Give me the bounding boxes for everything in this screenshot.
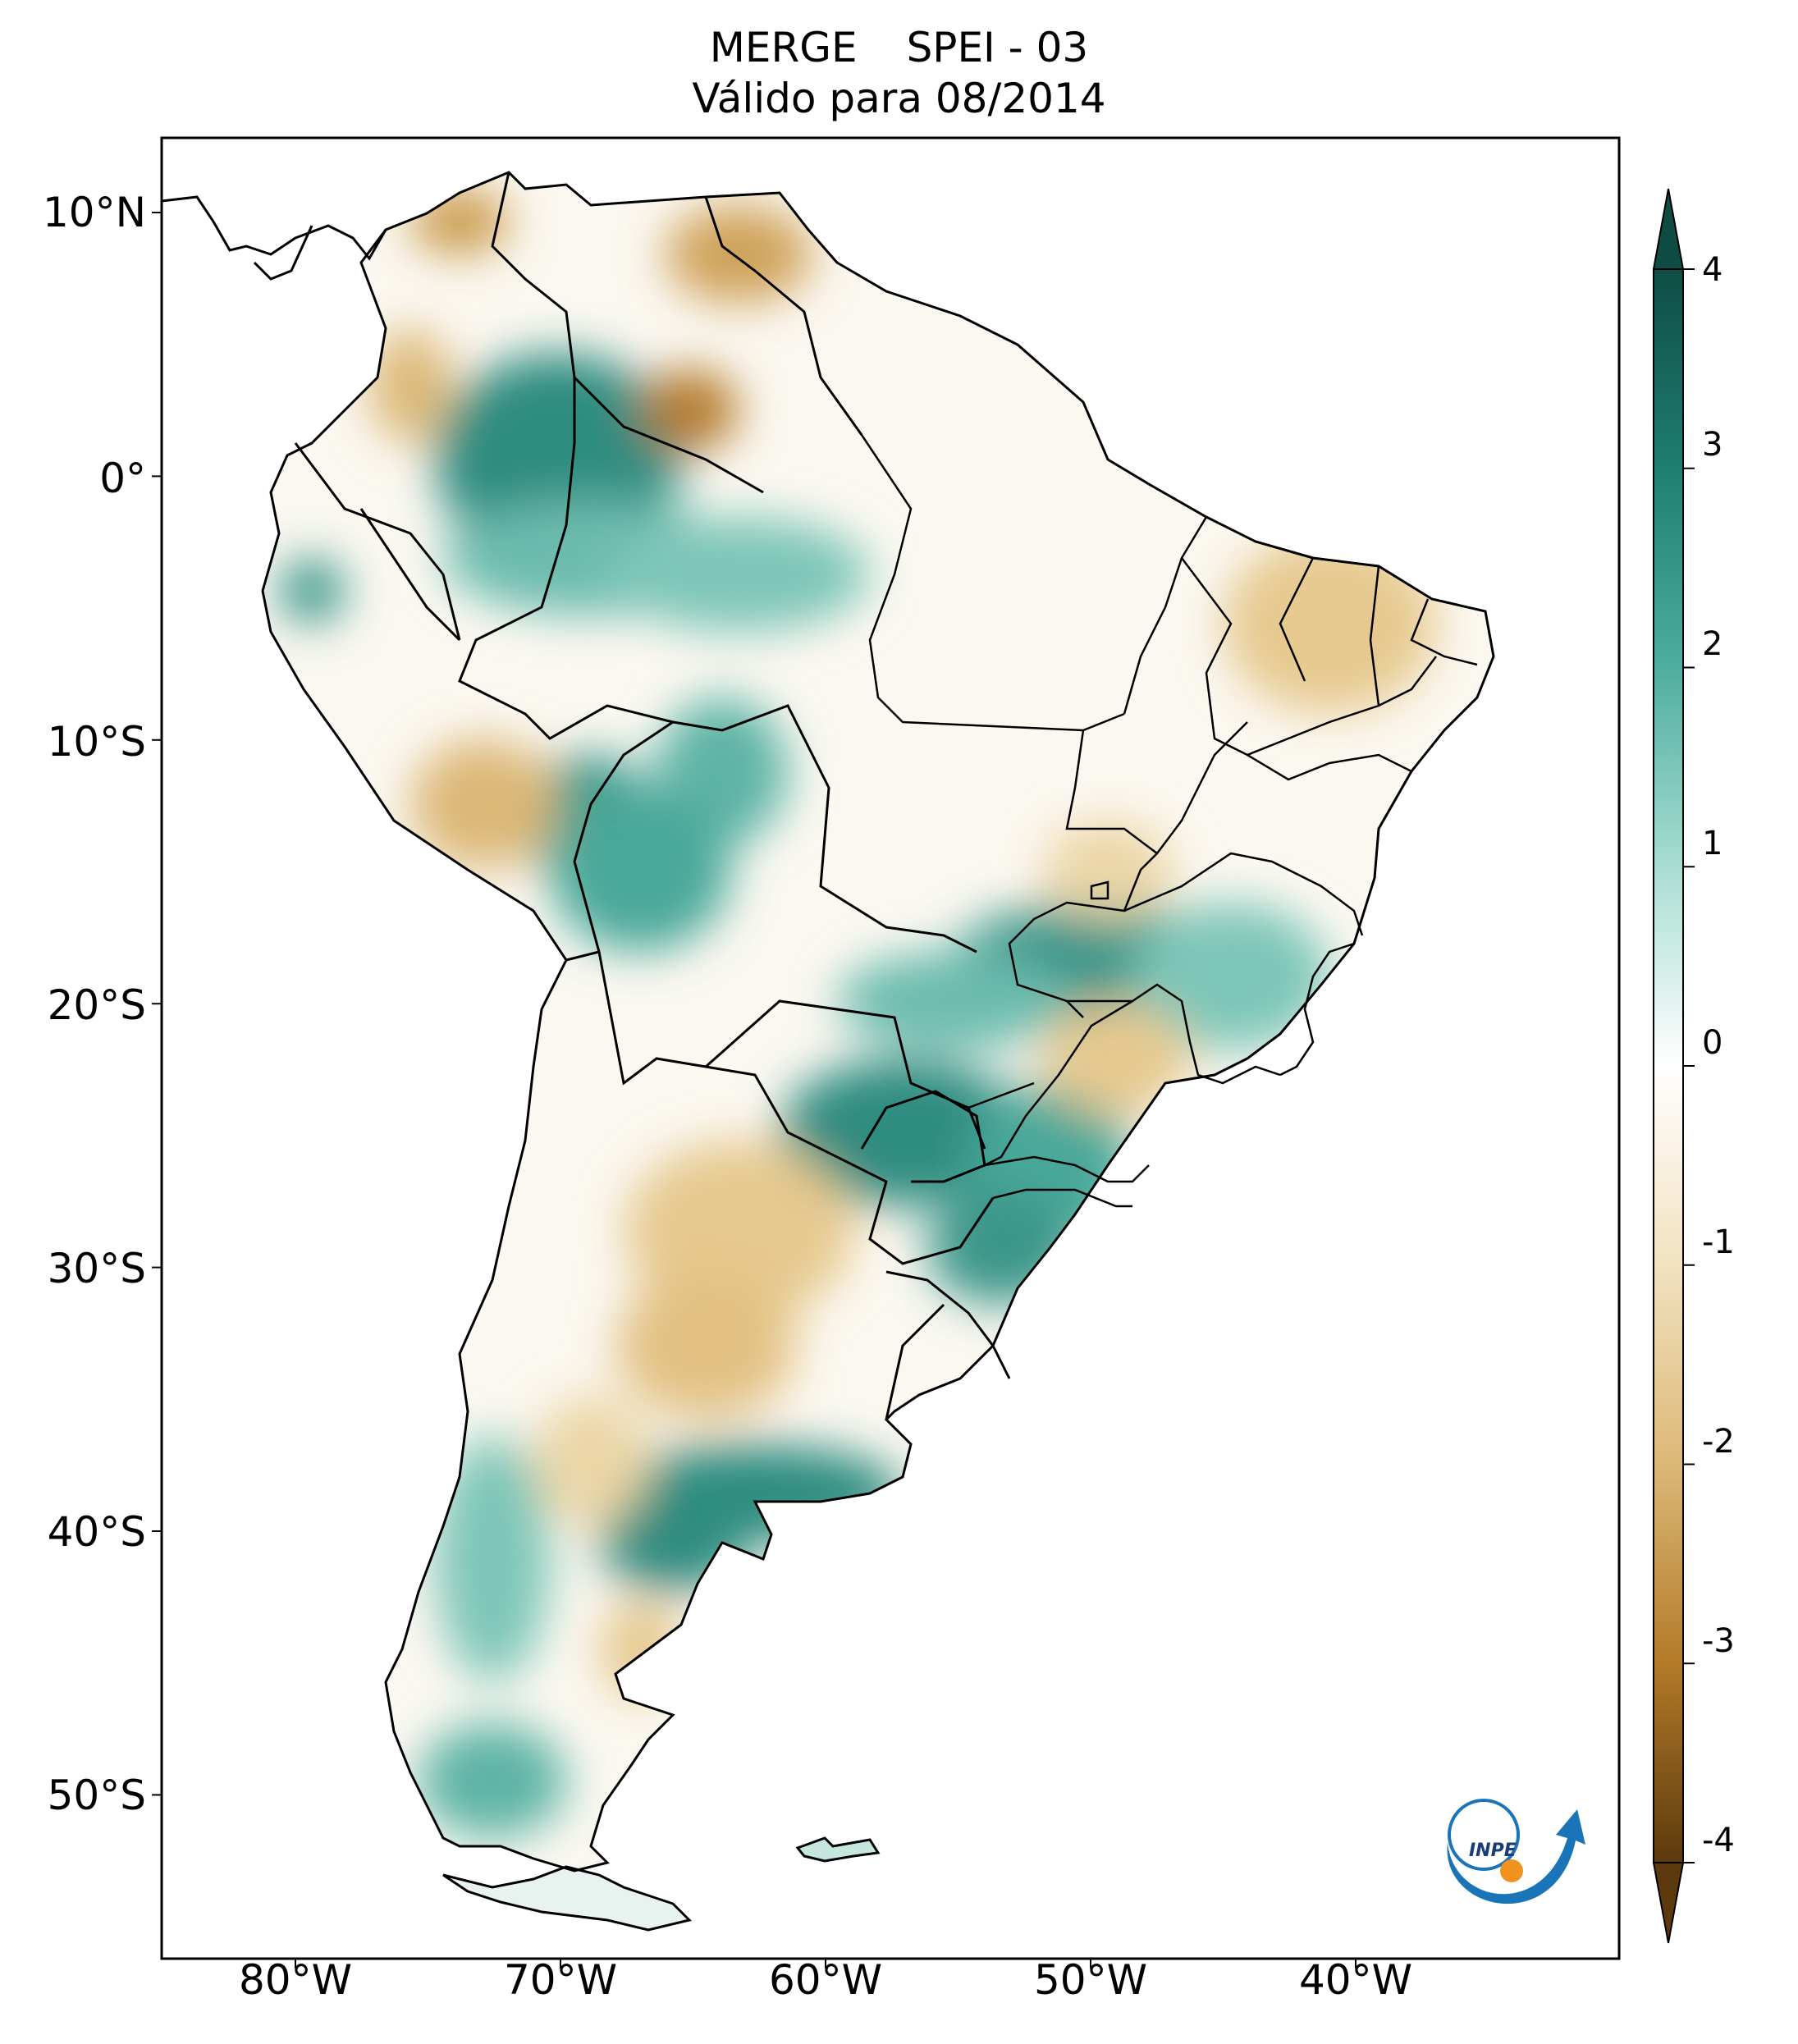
dry-area — [410, 738, 558, 870]
figure-title-line1: MERGE SPEI - 03 — [0, 23, 1798, 72]
longitude-tick-marks — [295, 1959, 1357, 1969]
colorbar-extend-min — [1652, 1862, 1685, 1944]
colorbar-gradient — [1653, 268, 1684, 1863]
logo-text: INPE — [1469, 1841, 1517, 1861]
colorbar-extend-max — [1652, 188, 1685, 270]
lon-label-40w: 40°W — [1298, 1956, 1413, 2004]
lat-label-50s: 50°S — [47, 1772, 146, 1819]
tierra-del-fuego — [442, 1865, 692, 1932]
dry-area — [1042, 821, 1174, 919]
index-name: SPEI - 03 — [906, 24, 1089, 71]
figure-title-line2: Válido para 08/2014 — [692, 75, 1106, 122]
colorbar-ticks — [1683, 268, 1695, 1863]
wet-area — [550, 788, 730, 952]
colorbar — [1652, 188, 1695, 1944]
dry-area — [1223, 533, 1436, 714]
dry-area — [369, 328, 451, 443]
colorbar-label-4: 4 — [1702, 251, 1723, 289]
colorbar-label-0: 0 — [1702, 1024, 1723, 1062]
dry-area — [1042, 1001, 1190, 1116]
falkland-islands — [795, 1836, 881, 1863]
wet-area — [435, 1436, 550, 1682]
lat-label-20s: 20°S — [47, 981, 146, 1029]
colorbar-label-neg2: -2 — [1702, 1423, 1735, 1461]
wet-area — [419, 1723, 566, 1838]
colorbar-label-neg3: -3 — [1702, 1622, 1735, 1660]
lon-label-50w: 50°W — [1033, 1956, 1148, 2004]
colorbar-label-3: 3 — [1702, 426, 1723, 464]
country-borders — [294, 171, 1011, 1420]
lat-label-30s: 30°S — [47, 1245, 146, 1292]
dry-area — [640, 369, 739, 451]
colorbar-label-1: 1 — [1702, 825, 1723, 862]
logo-swoosh — [1447, 1809, 1585, 1905]
colorbar-label-neg1: -1 — [1702, 1223, 1735, 1261]
lat-label-0: 0° — [99, 455, 146, 502]
wet-area — [279, 558, 345, 624]
latitude-tick-marks — [152, 212, 162, 1796]
inpe-logo: INPE — [1447, 1799, 1585, 1905]
lat-label-10s: 10°S — [47, 718, 146, 766]
lat-label-10n: 10°N — [42, 189, 146, 236]
logo-ring — [1448, 1799, 1520, 1871]
dataset-name: MERGE — [709, 24, 858, 71]
lon-label-70w: 70°W — [503, 1956, 618, 2004]
state-borders — [860, 434, 1478, 1208]
central-america — [161, 195, 387, 281]
dry-area — [533, 1395, 648, 1526]
lon-label-60w: 60°W — [768, 1956, 883, 2004]
wet-area — [837, 952, 1067, 1050]
logo-sun — [1500, 1859, 1523, 1882]
lat-label-40s: 40°S — [47, 1508, 146, 1556]
lon-label-80w: 80°W — [238, 1956, 353, 2004]
dry-area — [615, 1272, 796, 1420]
dry-area — [665, 205, 812, 304]
wet-area — [607, 517, 870, 632]
colorbar-label-neg4: -4 — [1702, 1822, 1735, 1859]
colorbar-label-2: 2 — [1702, 625, 1723, 663]
wet-area — [780, 1059, 1026, 1206]
wet-area — [1132, 903, 1329, 1050]
